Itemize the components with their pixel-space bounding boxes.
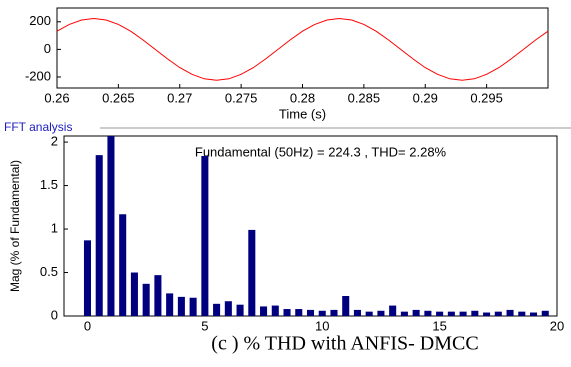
x-tick-label: 15	[432, 318, 446, 333]
bar	[424, 310, 432, 316]
x-tick-label: 5	[201, 318, 208, 333]
bar	[213, 303, 221, 316]
bar	[518, 311, 526, 316]
bar	[377, 310, 385, 316]
y-tick-label: -200	[25, 68, 51, 83]
bar	[236, 304, 244, 316]
x-tick-label: 0.26	[44, 90, 69, 105]
bar	[154, 275, 162, 316]
bar	[306, 309, 315, 316]
bar	[318, 310, 326, 316]
bar	[530, 312, 538, 316]
bar	[494, 311, 502, 316]
bar	[447, 311, 455, 316]
bar	[436, 311, 444, 316]
bar	[283, 309, 291, 316]
bar	[177, 296, 185, 316]
x-tick-label: 0.265	[102, 90, 135, 105]
y-tick-label: 1	[51, 220, 58, 235]
signal-line	[56, 17, 549, 81]
bar	[400, 311, 408, 316]
bar	[224, 301, 232, 316]
x-tick-label: 0	[84, 318, 91, 333]
x-tick-label: 0.28	[290, 90, 315, 105]
bar	[459, 311, 467, 316]
bar	[365, 311, 373, 316]
y-tick-label: 1.5	[40, 177, 58, 192]
y-tick-label: 0	[51, 307, 58, 322]
bar	[483, 312, 491, 316]
bar	[107, 136, 115, 316]
bar	[95, 155, 103, 316]
bar	[260, 306, 268, 316]
bar	[119, 214, 127, 316]
bar	[295, 309, 303, 316]
bar	[353, 309, 361, 316]
x-tick-label: 0.295	[470, 90, 503, 105]
bar	[412, 309, 420, 316]
x-tick-label: 0.275	[225, 90, 258, 105]
x-axis-label: Time (s)	[279, 106, 326, 121]
bar	[166, 293, 174, 316]
bar	[342, 296, 350, 316]
y-tick-label: 2	[51, 134, 58, 149]
bar	[142, 283, 150, 316]
y-tick-label: 0	[44, 41, 51, 56]
caption: (c ) % THD with ANFIS- DMCC	[211, 333, 478, 355]
y-axis-label: Mag (% of Fundamental)	[8, 160, 22, 292]
bar	[83, 240, 91, 316]
x-tick-label: 0.29	[413, 90, 438, 105]
bar	[271, 305, 279, 316]
bar	[189, 297, 197, 316]
bar	[506, 309, 514, 316]
x-tick-label: 10	[315, 318, 329, 333]
x-tick-label: 20	[550, 318, 564, 333]
y-tick-label: 0.5	[40, 264, 58, 279]
y-tick-label: 200	[29, 13, 51, 28]
x-tick-label: 0.285	[348, 90, 381, 105]
bar	[471, 310, 479, 316]
bar	[201, 156, 209, 316]
bar	[389, 305, 397, 316]
chart-title: Fundamental (50Hz) = 224.3 , THD= 2.28%	[195, 144, 447, 159]
panel-title: FFT analysis	[4, 120, 72, 134]
bar	[541, 310, 549, 316]
bar	[248, 229, 256, 316]
plot-frame	[56, 7, 549, 89]
x-tick-label: 0.27	[167, 90, 192, 105]
bar	[130, 272, 138, 316]
bar	[330, 309, 338, 316]
bars	[83, 136, 549, 316]
